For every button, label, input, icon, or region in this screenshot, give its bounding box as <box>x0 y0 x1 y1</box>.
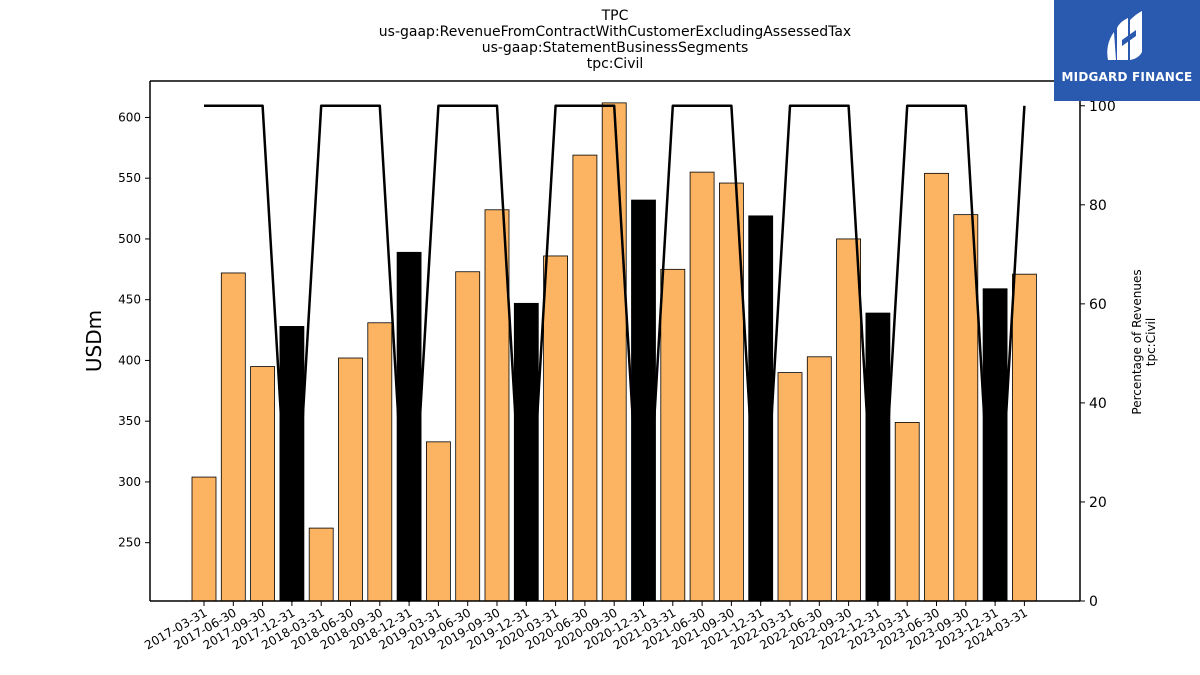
y2-tick-label-60: 60 <box>1089 297 1107 313</box>
y-tick-label-300: 300 <box>118 475 141 489</box>
chart-title-axis: us-gaap:StatementBusinessSegments <box>481 40 749 56</box>
y-tick-label-550: 550 <box>118 171 141 185</box>
bar-2020-09-30 <box>601 102 627 602</box>
bar-2023-09-30 <box>953 214 979 602</box>
bar-2020-06-30 <box>572 154 598 602</box>
bar-2019-09-30 <box>484 209 510 602</box>
bar-2017-09-30 <box>250 366 276 602</box>
bar-2018-12-31 <box>396 251 422 602</box>
bar-2019-06-30 <box>455 271 481 602</box>
bar-2021-12-31 <box>748 215 774 602</box>
bar-2018-06-30 <box>338 357 363 602</box>
bar-2017-06-30 <box>220 272 246 602</box>
chart-title-metric: us-gaap:RevenueFromContractWithCustomerE… <box>378 24 852 40</box>
bar-2020-12-31 <box>631 199 656 602</box>
y-axis-label: USDm <box>82 310 106 372</box>
y-tick-label-400: 400 <box>118 353 141 367</box>
y2-axis-label-line-2: tpc:Civil <box>1144 318 1158 366</box>
y-tick-label-600: 600 <box>118 110 141 124</box>
y-tick-label-350: 350 <box>118 414 141 428</box>
chart-title-company: TPC <box>601 8 629 24</box>
bar-2019-03-31 <box>425 441 451 602</box>
bar-2018-09-30 <box>367 322 393 602</box>
bar-2024-03-31 <box>1012 273 1037 602</box>
y2-tick-label-80: 80 <box>1089 198 1107 214</box>
y-tick-label-450: 450 <box>118 293 141 307</box>
y-tick-label-250: 250 <box>118 536 141 550</box>
y2-tick-label-0: 0 <box>1089 594 1098 610</box>
bar-2021-03-31 <box>660 268 686 602</box>
bar-2022-09-30 <box>836 238 861 602</box>
chart-title-member: tpc:Civil <box>586 56 644 72</box>
y-tick-label-500: 500 <box>118 232 141 246</box>
percentage-line <box>204 104 1026 603</box>
bar-2021-06-30 <box>689 171 715 602</box>
bar-2023-03-31 <box>894 422 920 602</box>
bar-2018-03-31 <box>308 527 334 602</box>
y2-axis-label-line-1: Percentage of Revenues <box>1130 269 1144 414</box>
bar-2022-06-30 <box>806 356 832 602</box>
logo-mark-icon <box>1107 11 1142 60</box>
midgard-finance-logo: MIDGARD FINANCE <box>1054 0 1200 101</box>
y2-tick-label-20: 20 <box>1089 495 1107 511</box>
logo-text: MIDGARD FINANCE <box>1061 70 1193 84</box>
y2-tick-label-40: 40 <box>1089 396 1107 412</box>
y2-tick-label-100: 100 <box>1089 99 1116 115</box>
bar-2017-03-31 <box>191 476 217 602</box>
bar-2022-03-31 <box>777 372 803 602</box>
bar-2023-06-30 <box>924 172 949 602</box>
bar-2020-03-31 <box>543 255 568 602</box>
